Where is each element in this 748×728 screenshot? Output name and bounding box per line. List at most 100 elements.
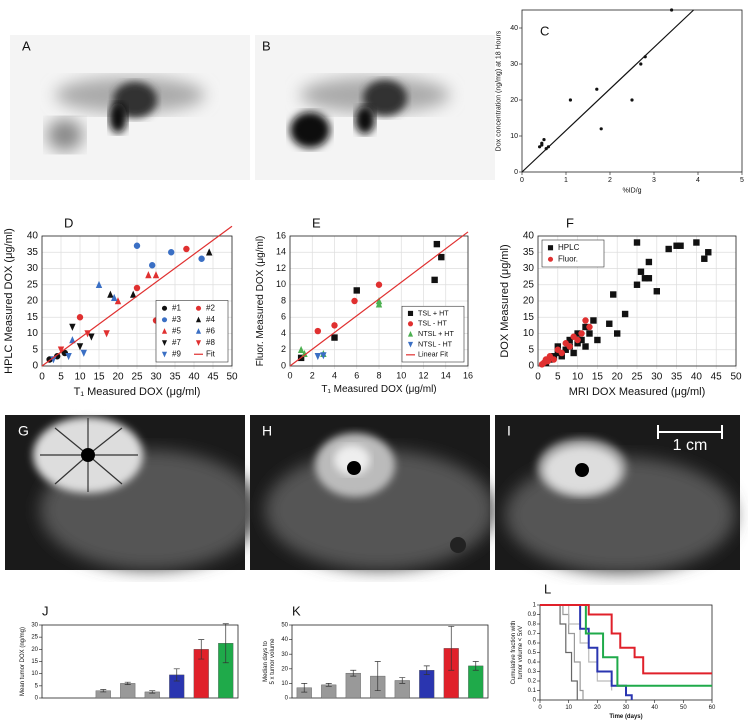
x-tick-label: 40 (691, 372, 703, 383)
y-tick-label: 10 (523, 328, 535, 339)
y-tick-label: 0.4 (528, 660, 537, 666)
point (76, 343, 84, 351)
point (574, 340, 581, 347)
y-tick-label: 0.9 (528, 612, 537, 618)
y-tick-label: 0.6 (528, 641, 537, 647)
error-bar (448, 626, 455, 671)
x-tick-label: 4 (332, 370, 337, 380)
plot-frame (539, 604, 713, 701)
y-axis-label: 5 x tumor volume (270, 638, 276, 685)
bar (321, 684, 337, 699)
point (314, 327, 322, 335)
point (677, 242, 684, 249)
y-tick-label: 40 (281, 637, 288, 643)
point (562, 346, 569, 353)
y-tick-label: 0 (514, 169, 518, 176)
y-axis-label: Cumulative fraction with (511, 621, 517, 685)
point (594, 336, 601, 344)
survival-curve (540, 604, 584, 700)
x-tick-label: 30 (150, 372, 162, 383)
error-bar (301, 683, 308, 693)
point (76, 314, 84, 321)
x-axis-label: %ID/g (622, 188, 641, 195)
y-tick-label: 5 (528, 344, 534, 355)
point (578, 336, 585, 344)
point (375, 297, 383, 305)
error-bar (423, 665, 430, 675)
point (554, 343, 561, 350)
point (320, 352, 327, 360)
y-axis-label: Median days to (263, 640, 269, 681)
x-axis-label: T₁ Measured DOX (μg/ml) (74, 386, 201, 398)
error-bar (124, 681, 131, 685)
point (114, 297, 122, 305)
legend-box (541, 239, 605, 268)
point (84, 330, 91, 338)
y-tick-label: 0 (35, 696, 39, 702)
y-tick-label: 6 (281, 312, 286, 322)
y-tick-label: 0 (281, 360, 286, 370)
x-tick-label: 0 (39, 372, 45, 383)
legend-swatch (407, 331, 414, 337)
y-tick-label: 0 (533, 698, 537, 704)
point (145, 271, 152, 279)
point (665, 245, 672, 253)
x-tick-label: 16 (463, 370, 473, 380)
y-tick-label: 30 (510, 61, 518, 68)
point (614, 330, 621, 337)
image-b (255, 35, 495, 180)
y-axis-label: Dox concentration (ng/mg) at 18 Hours (496, 30, 503, 151)
x-tick-label: 25 (131, 372, 143, 383)
legend-swatch (407, 341, 414, 348)
y-axis-label: Mean tumor DOX (ng/mg) (20, 627, 26, 696)
y-axis-label: Fluor. Measured DOX (μg/ml) (255, 236, 266, 367)
point (331, 322, 338, 329)
legend-swatch (407, 321, 414, 327)
point (331, 334, 338, 341)
point (130, 290, 137, 298)
point (645, 275, 653, 282)
y-tick-label: 35 (27, 247, 39, 258)
bar (468, 665, 484, 699)
x-tick-label: 5 (740, 177, 744, 184)
point (701, 255, 708, 262)
legend-swatch (407, 310, 414, 316)
point (578, 330, 585, 337)
point (542, 138, 546, 142)
legend-label: #8 (206, 338, 215, 347)
panel-label: F (566, 215, 574, 230)
point (297, 345, 305, 353)
point (550, 356, 558, 363)
point (540, 143, 544, 147)
x-tick-label: 20 (612, 372, 624, 383)
y-axis-label: DOX Measured (μg/ml) (499, 244, 511, 357)
y-tick-label: 25 (523, 279, 535, 290)
y-tick-label: 10 (27, 328, 39, 339)
point (152, 271, 160, 279)
panel-label: H (262, 423, 272, 439)
legend-label: NTSL + HT (418, 329, 454, 338)
point (645, 258, 653, 266)
point (586, 330, 593, 337)
y-tick-label: 50 (281, 623, 288, 629)
survival-curve (540, 604, 578, 700)
legend-label: Fit (206, 349, 216, 358)
x-tick-label: 35 (169, 372, 181, 383)
x-tick-label: 30 (623, 705, 630, 711)
error-bar (350, 669, 357, 677)
error-bar (472, 661, 479, 671)
point (630, 98, 634, 102)
x-tick-label: 45 (711, 372, 723, 383)
y-tick-label: 10 (510, 133, 518, 140)
x-tick-label: 50 (730, 372, 742, 383)
x-tick-label: 14 (441, 370, 451, 380)
x-tick-label: 60 (709, 705, 716, 711)
point (693, 239, 700, 246)
point (574, 336, 581, 344)
point (582, 343, 589, 350)
y-tick-label: 20 (523, 296, 535, 307)
survival-curve (540, 604, 712, 687)
point (582, 317, 589, 324)
legend-label: #6 (206, 326, 215, 335)
legend-swatch (161, 328, 168, 334)
